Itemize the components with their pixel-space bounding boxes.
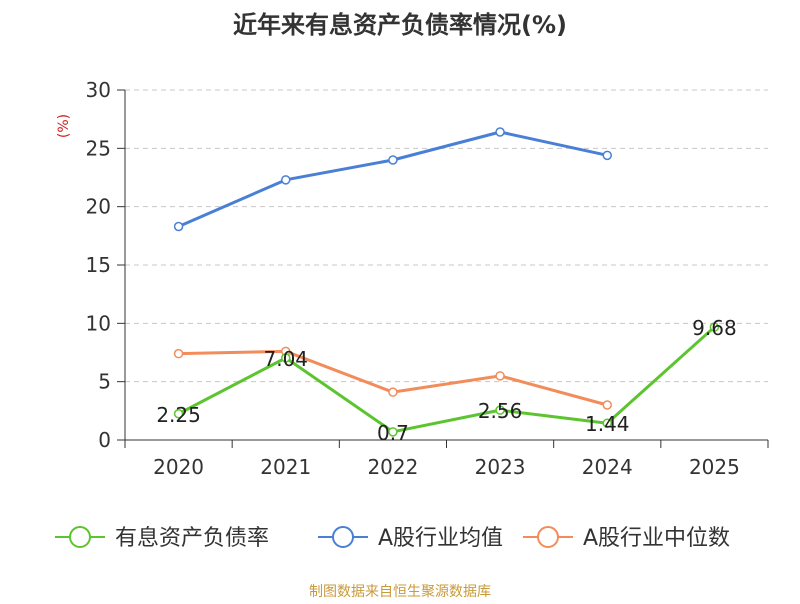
legend: 有息资产负债率 A股行业均值 A股行业中位数 [55,526,730,551]
legend-marker-icon [69,526,91,548]
data-label: 9.68 [692,316,737,340]
data-point [602,418,612,428]
series-line-1 [177,130,608,228]
series-line-0 [177,325,716,434]
chart-title: 近年来有息资产负债率情况(%) [233,11,567,39]
data-label: 7.04 [263,347,308,371]
data-point [388,387,398,397]
x-tick-label: 2025 [689,455,740,479]
legend-label: A股行业均值 [378,526,503,551]
grid-lines [125,89,768,383]
data-point [173,409,184,419]
data-labels: 2.25 7.04 0.7 2.56 1.44 9.68 [156,316,736,445]
legend-label: A股行业中位数 [583,526,730,551]
data-point [602,150,612,161]
data-point [602,400,612,410]
y-tick-label: 5 [98,370,111,394]
y-tick-label: 15 [86,253,111,277]
legend-label: 有息资产负债率 [115,526,269,551]
legend-item: 有息资产负债率 [55,526,269,551]
data-point [495,405,505,415]
data-point [173,348,184,359]
series-lines [173,127,720,437]
x-tick-label: 2020 [153,455,204,479]
data-point [495,127,505,137]
legend-item: A股行业中位数 [523,526,730,551]
x-tick-label: 2022 [367,455,418,479]
data-point [709,322,720,332]
y-axis-label: (%) [56,114,72,138]
x-tick-label: 2024 [582,455,633,479]
data-point [281,175,291,185]
y-tick-label: 30 [86,78,111,102]
y-tick-label: 0 [98,428,111,452]
data-point [388,155,398,165]
data-point [388,427,398,437]
data-point [173,221,184,232]
data-label: 2.25 [156,403,201,427]
data-point [495,371,505,381]
legend-marker-icon [332,526,354,548]
data-label: 2.56 [478,399,523,423]
legend-item: A股行业均值 [318,526,503,551]
x-tick-label: 2021 [260,455,311,479]
series-line-2 [178,349,608,407]
data-point [281,353,291,363]
data-label: 1.44 [585,412,630,436]
source-note: 制图数据来自恒生聚源数据库 [309,584,491,600]
legend-marker-icon [537,526,559,548]
y-tick-label: 20 [86,195,111,219]
y-tick-label: 10 [86,311,111,335]
data-label: 0.7 [377,421,409,445]
y-tick-label: 25 [86,136,111,160]
x-tick-label: 2023 [475,455,526,479]
